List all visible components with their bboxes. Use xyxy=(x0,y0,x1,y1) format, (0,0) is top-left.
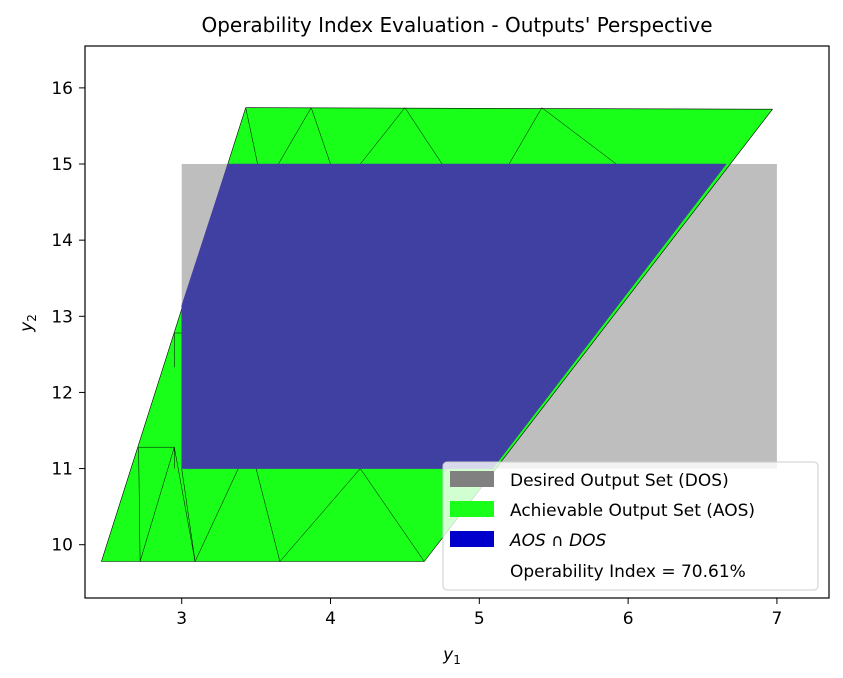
axes-frame xyxy=(84,45,830,599)
y-tick-label: 14 xyxy=(51,231,73,251)
aos-mesh-edge xyxy=(404,107,443,165)
y-tick-label: 16 xyxy=(51,79,73,99)
y-axis-label: y2 xyxy=(17,314,39,333)
legend-label-operability-index: Operability Index = 70.61% xyxy=(510,562,746,582)
legend-swatch-dos xyxy=(450,471,494,487)
chart-title: Operability Index Evaluation - Outputs' … xyxy=(201,13,712,37)
legend-label-aos: Achievable Output Set (AOS) xyxy=(510,501,755,521)
aos-mesh-edge xyxy=(360,468,425,562)
y-axis-label-subscript: 2 xyxy=(25,314,39,322)
x-tick-label: 7 xyxy=(772,609,783,629)
y-tick-label: 11 xyxy=(51,460,73,480)
aos-mesh-edge xyxy=(310,107,331,165)
legend-label-intersection: AOS ∩ DOS xyxy=(509,531,607,551)
aos-mesh-edge xyxy=(174,447,196,562)
y-tick-label: 12 xyxy=(51,383,73,403)
legend: Desired Output Set (DOS) Achievable Outp… xyxy=(442,461,819,591)
legend-box xyxy=(442,461,819,591)
x-tick-label: 4 xyxy=(325,609,336,629)
aos-mesh-edge xyxy=(194,468,239,562)
aos-mesh-edge xyxy=(139,447,175,562)
aos-mesh-edge xyxy=(279,468,361,562)
aos-mesh-edge xyxy=(278,107,312,165)
aos-mesh-edge xyxy=(138,447,141,562)
x-axis-ticks: 3 4 5 6 7 xyxy=(176,598,782,629)
x-tick-label: 5 xyxy=(474,609,485,629)
y-tick-label: 15 xyxy=(51,155,73,175)
legend-label-intersection-symbol: ∩ xyxy=(546,531,569,551)
x-tick-label: 3 xyxy=(176,609,187,629)
aos-mesh-edge xyxy=(255,468,281,562)
legend-label-dos: Desired Output Set (DOS) xyxy=(510,471,729,491)
y-tick-label: 10 xyxy=(51,536,73,556)
legend-label-intersection-aos: AOS xyxy=(509,531,546,551)
legend-swatch-aos xyxy=(450,501,494,517)
x-axis-label-main: y xyxy=(442,645,454,665)
x-axis-label: y1 xyxy=(442,645,461,667)
y-axis-label-main: y xyxy=(17,321,37,333)
aos-mesh-edge xyxy=(360,107,406,165)
x-tick-label: 6 xyxy=(623,609,634,629)
aos-mesh-edge xyxy=(181,468,196,562)
legend-swatch-intersection xyxy=(450,531,494,547)
aos-mesh-edge xyxy=(508,107,543,165)
aos-mesh-edge xyxy=(541,107,617,165)
y-tick-label: 13 xyxy=(51,307,73,327)
intersection-region xyxy=(181,163,727,469)
y-axis-ticks: 10 11 12 13 14 15 16 xyxy=(51,79,85,556)
legend-label-intersection-dos: DOS xyxy=(569,531,606,551)
x-axis-label-subscript: 1 xyxy=(453,653,461,667)
aos-mesh-edge xyxy=(245,107,258,165)
plot-area xyxy=(101,107,777,562)
